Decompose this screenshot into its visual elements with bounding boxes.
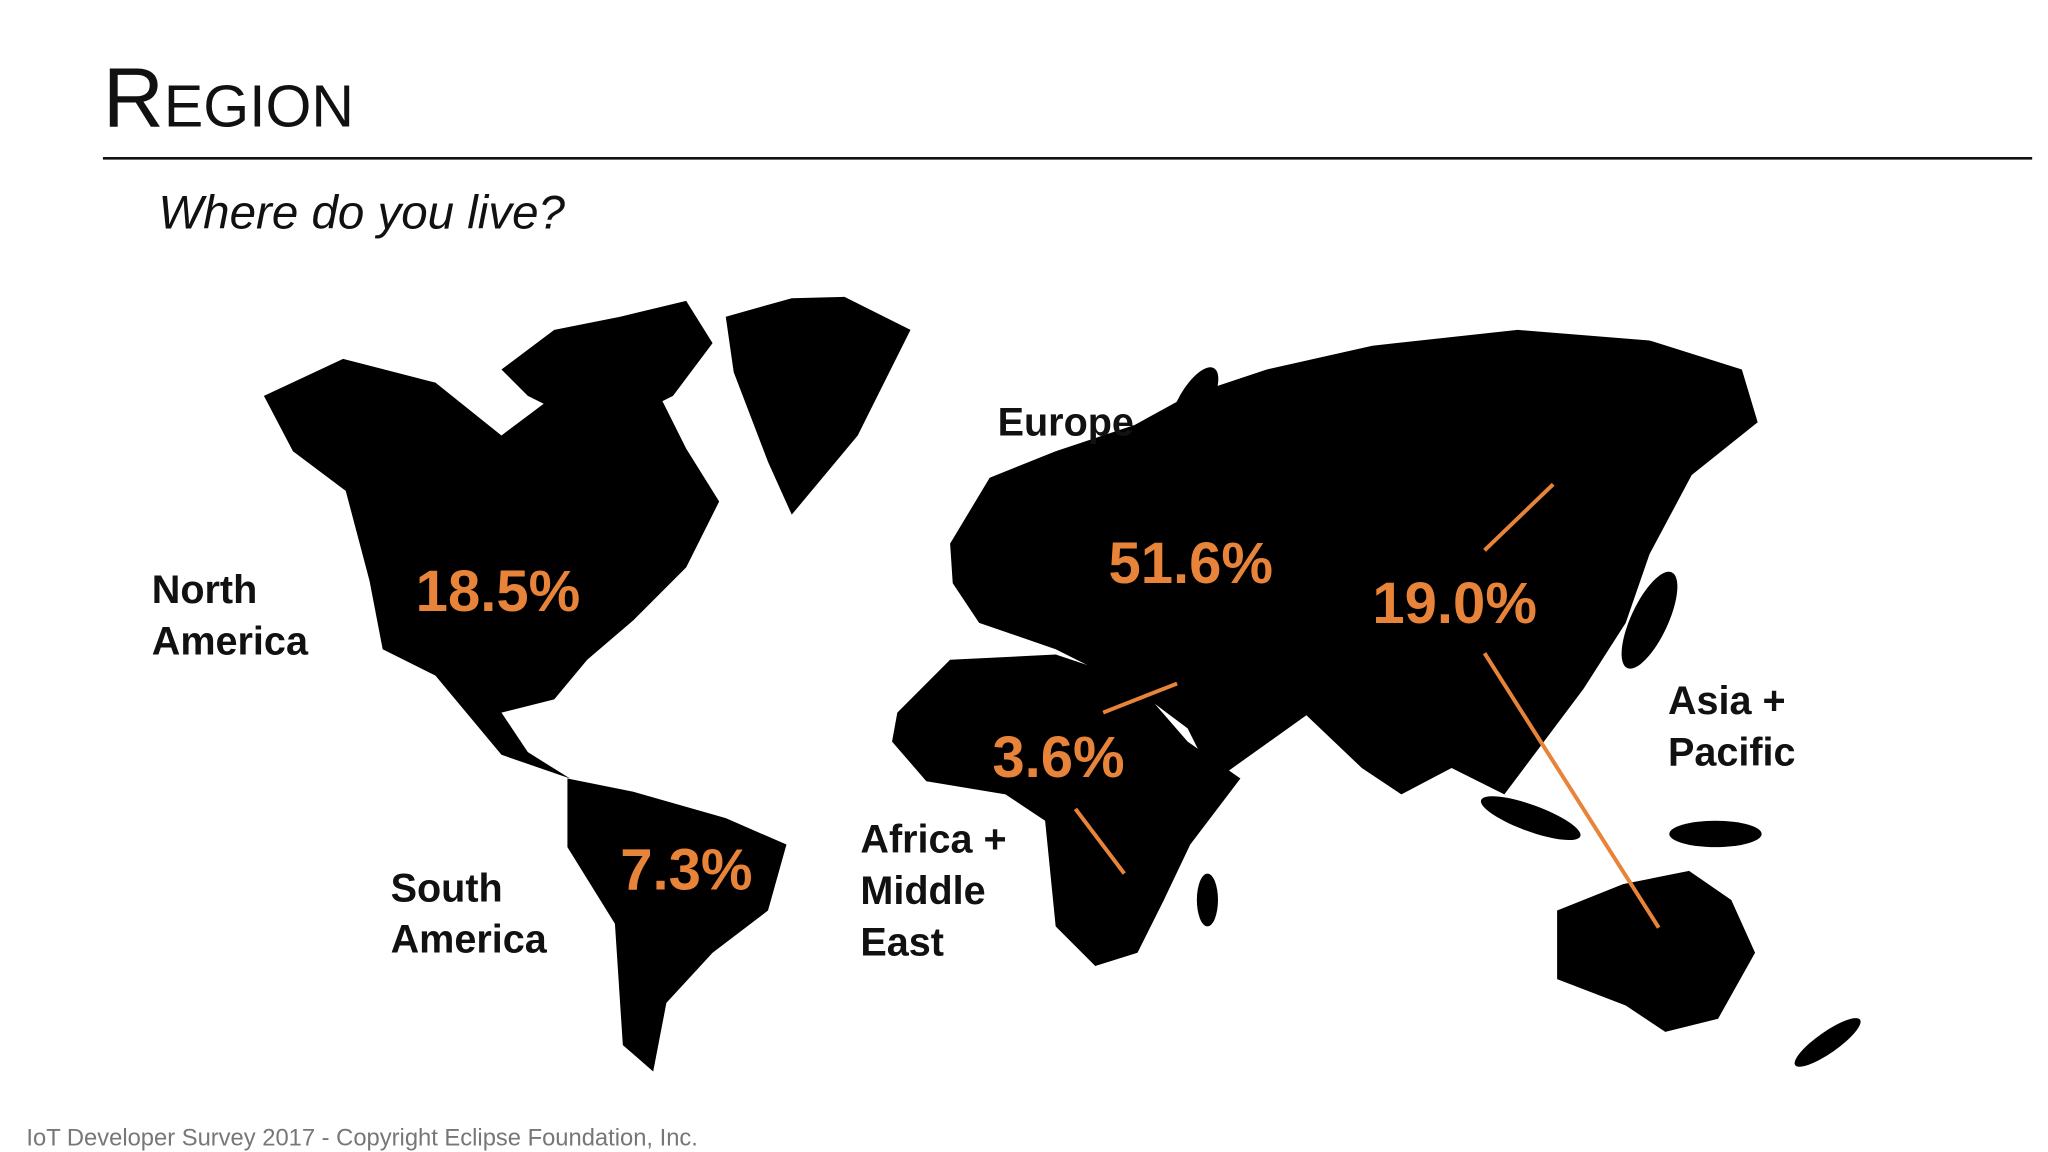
region-share: 18.5% [416,559,581,624]
south-america [567,778,787,1072]
scandinavia [1170,367,1219,438]
leader-line [1482,652,1661,929]
region-label: Africa + [860,817,1006,861]
leader-line [1102,681,1178,715]
eurasia [950,329,1758,795]
region-label: Europe [998,400,1134,444]
new-zealand [1794,1018,1861,1067]
footer: IoT Developer Survey 2017 - Copyright Ec… [26,1124,698,1151]
region-share: 3.6% [992,725,1124,790]
region-label: America [152,620,309,664]
region-label: East [860,920,944,964]
leader-line [1073,807,1126,875]
region-label: South [391,866,503,910]
world-map [263,296,1861,1072]
leader-line [1483,482,1555,552]
japan [1621,571,1678,669]
indonesia [1480,796,1581,841]
region-label: Pacific [1668,730,1796,774]
subtitle: Where do you live? [158,186,565,239]
region-label: Asia + [1668,679,1786,723]
region-share: 19.0% [1372,571,1537,636]
greenland [725,296,911,515]
region-label: North [152,568,258,612]
australia [1557,870,1756,1032]
arctic-islands [501,300,713,423]
region-share: 51.6% [1108,531,1273,596]
madagascar [1196,873,1218,927]
africa [892,654,1241,966]
new-guinea [1669,820,1762,848]
region-share: 7.3% [620,837,752,902]
region-label: America [391,918,548,962]
title: Region [103,51,354,145]
leader-lines [1073,482,1661,929]
region-label: Middle [860,869,985,913]
north-america [263,358,720,779]
